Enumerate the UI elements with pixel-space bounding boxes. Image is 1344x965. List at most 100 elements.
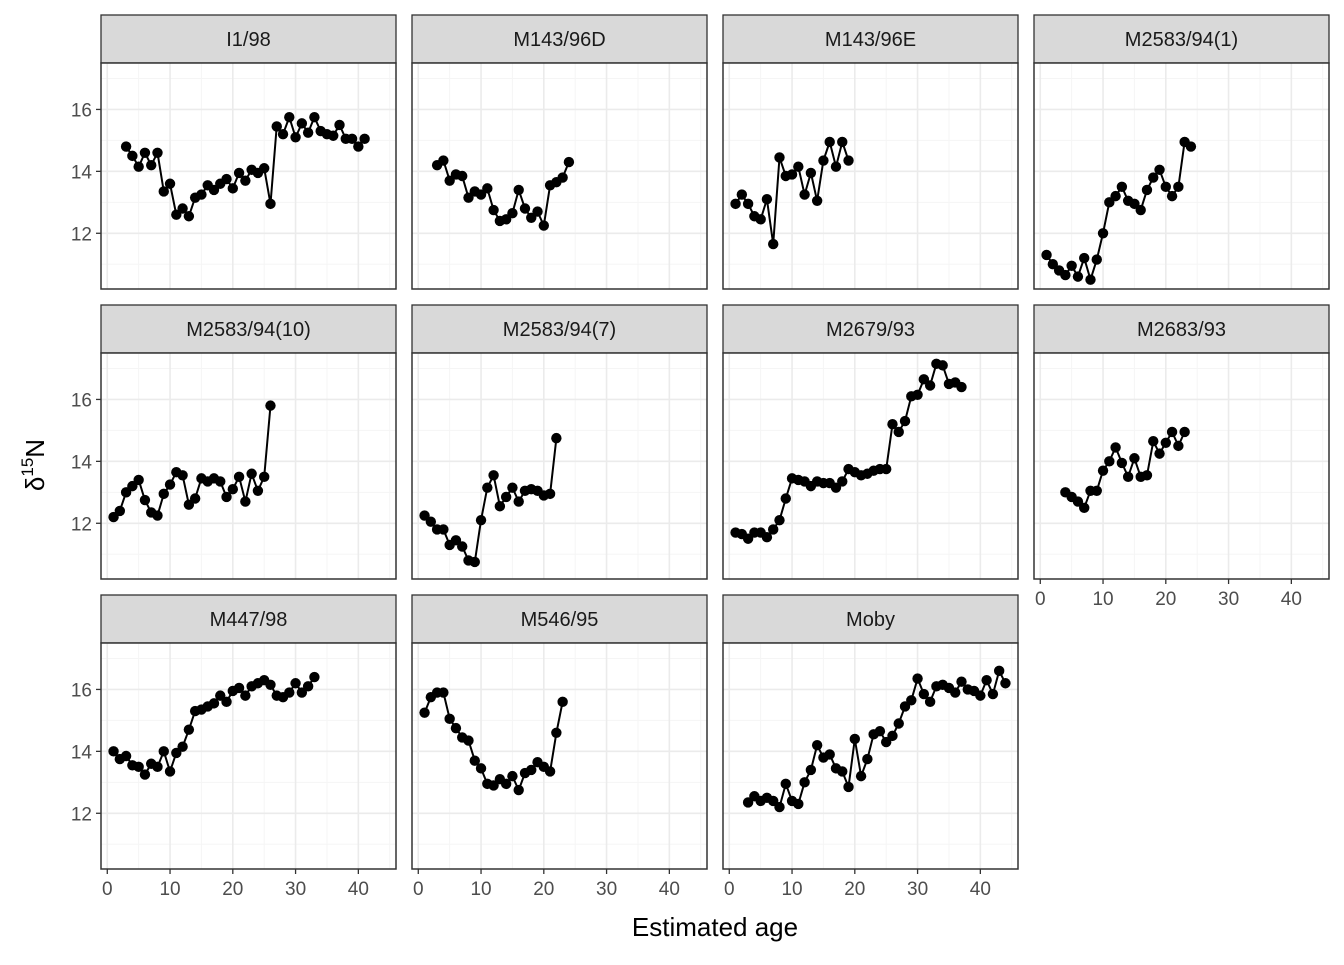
x-tick-label: 10 — [781, 879, 802, 900]
data-point — [353, 141, 364, 152]
facet-strip-label: M143/96D — [513, 29, 605, 51]
facet-strip — [100, 14, 397, 64]
data-point — [457, 541, 468, 552]
data-point — [475, 763, 487, 774]
x-tick-label: 0 — [1035, 589, 1046, 610]
facet-strip — [722, 594, 1019, 644]
data-point — [328, 130, 339, 141]
data-point — [221, 491, 232, 503]
data-point — [1179, 426, 1190, 438]
data-point — [551, 432, 562, 444]
data-point — [1122, 471, 1134, 483]
data-point — [1166, 426, 1178, 438]
data-point — [469, 755, 480, 766]
x-tick-label: 30 — [1218, 589, 1239, 610]
data-point — [183, 724, 195, 735]
data-point — [513, 496, 524, 507]
data-point — [918, 688, 930, 700]
data-point — [1129, 453, 1140, 464]
data-point — [302, 127, 314, 138]
x-tick-label: 40 — [1281, 589, 1302, 610]
x-axis-title: Estimated age — [632, 912, 798, 942]
data-point — [482, 482, 493, 493]
data-point — [924, 696, 936, 708]
data-point — [824, 136, 835, 148]
facet-strip-label: M2683/93 — [1137, 319, 1226, 341]
data-point — [164, 178, 176, 189]
data-point — [993, 665, 1005, 677]
data-point — [786, 169, 798, 180]
data-point — [475, 514, 487, 526]
data-point — [290, 678, 301, 689]
data-point — [513, 784, 524, 796]
data-point — [837, 476, 848, 487]
facet-strip — [722, 304, 1019, 354]
x-tick-label: 0 — [102, 879, 113, 900]
data-point — [309, 111, 320, 123]
y-tick-label: 12 — [71, 804, 92, 825]
panel-background — [412, 353, 707, 579]
panel-border — [1033, 352, 1330, 580]
data-point — [950, 687, 961, 698]
data-point — [1160, 181, 1172, 193]
data-point — [120, 141, 132, 152]
data-point — [1154, 448, 1165, 459]
data-point — [551, 727, 562, 738]
data-point — [114, 505, 126, 517]
data-point — [906, 695, 917, 706]
data-point — [899, 415, 911, 427]
data-point — [158, 488, 169, 500]
data-point — [139, 494, 151, 506]
facet-strip-label: M2679/93 — [826, 319, 915, 341]
data-point — [177, 741, 188, 752]
data-point — [265, 400, 276, 411]
data-point — [177, 470, 188, 481]
data-point — [309, 671, 320, 683]
data-point — [488, 470, 499, 481]
y-tick-label: 12 — [71, 514, 92, 535]
data-point — [981, 674, 992, 686]
data-point — [761, 532, 773, 543]
data-point — [133, 761, 144, 773]
data-point — [862, 753, 873, 765]
data-point — [1173, 440, 1184, 452]
panel-border — [100, 642, 397, 870]
data-point — [742, 198, 754, 210]
data-point — [1154, 164, 1165, 176]
data-point — [837, 136, 848, 148]
x-tick-label: 30 — [285, 879, 306, 900]
data-point — [196, 189, 207, 200]
data-point — [139, 147, 151, 158]
y-tick-label: 12 — [71, 224, 92, 245]
data-point — [1148, 172, 1159, 183]
x-tick-label: 10 — [470, 879, 491, 900]
facet-panel-i1-98: I1/98 12 14 16 — [71, 14, 397, 290]
data-point — [1135, 204, 1146, 216]
data-point — [1110, 442, 1121, 453]
data-point — [444, 713, 455, 725]
data-point — [937, 360, 948, 371]
data-point — [108, 746, 119, 757]
facet-panel-m2683-93: M2683/93 0 10 20 30 40 — [1033, 304, 1330, 610]
data-point — [805, 167, 817, 179]
data-point — [1060, 269, 1071, 281]
data-point — [1116, 181, 1128, 193]
data-point — [1000, 678, 1011, 689]
data-point — [265, 679, 276, 690]
data-point — [158, 746, 169, 757]
data-point — [258, 163, 270, 174]
data-point — [1066, 260, 1077, 271]
facet-panel-m143-96d: M143/96D — [411, 14, 708, 290]
facet-strip — [411, 594, 708, 644]
data-point — [240, 496, 251, 507]
x-tick-label: 30 — [907, 879, 928, 900]
data-point — [912, 389, 923, 400]
facet-panel-moby: Moby 0 10 20 30 40 — [722, 594, 1019, 900]
data-point — [874, 726, 886, 737]
facet-panel-m2679-93: M2679/93 — [722, 304, 1019, 580]
facet-strip-label: M2583/94(1) — [1125, 29, 1238, 51]
x-tick-label: 20 — [844, 879, 865, 900]
data-point — [538, 220, 550, 231]
